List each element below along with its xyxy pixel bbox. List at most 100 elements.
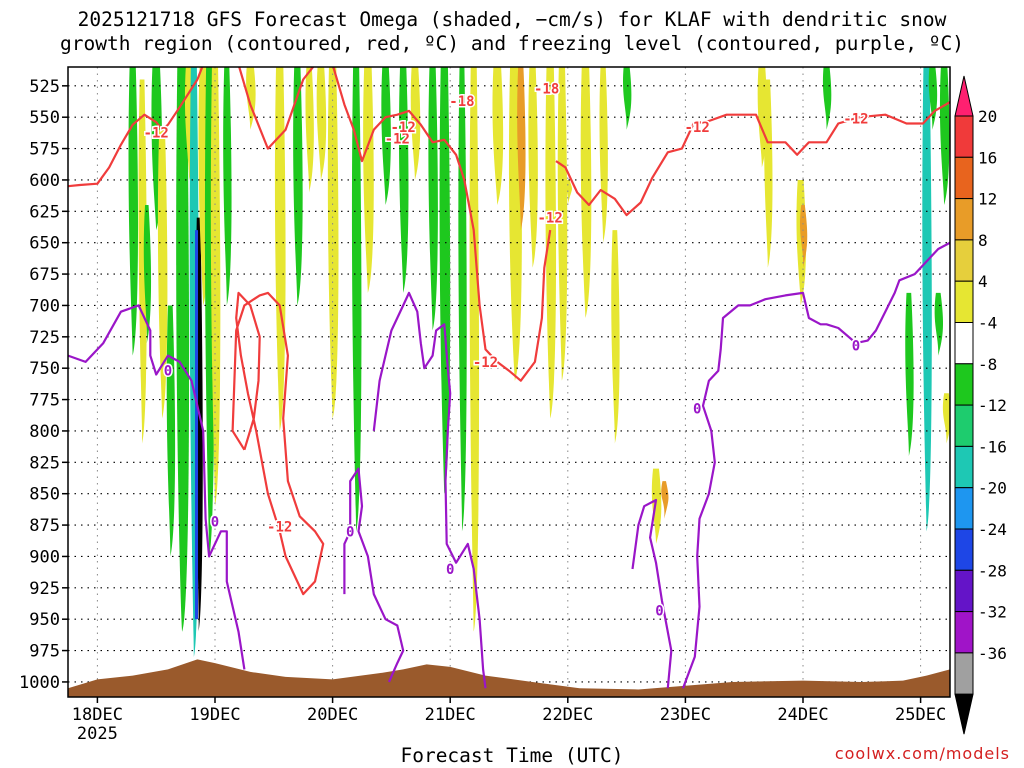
colorbar-segment-3 [954,239,974,282]
y-tick-label-8: 725 [29,328,60,348]
contour-label-3: -12 [391,120,416,136]
omega-shading-26 [439,67,451,494]
y-tick-label-6: 675 [29,265,60,285]
colorbar-label-12: -32 [978,603,1007,622]
colorbar-segment-1 [954,156,974,200]
freezing-level-contour-1 [68,304,246,670]
omega-shading-50 [517,67,526,231]
credit-link[interactable]: coolwx.com/models [834,744,1010,763]
contour-label-10: 0 [164,364,172,380]
x-tick-label-3: 21DEC [425,705,476,725]
contour-label-15: 0 [693,401,701,417]
contour-label-12: 0 [346,524,354,540]
omega-shading-13 [223,67,232,306]
omega-shading-1 [138,79,147,444]
omega-shading-16 [293,67,303,306]
colorbar-label-1: 16 [978,148,997,167]
omega-shading-38 [651,468,662,544]
contour-label-11: 0 [211,514,219,530]
omega-shading-24 [410,67,421,180]
colorbar-segment-6 [954,363,974,406]
y-tick-label-4: 625 [29,202,60,222]
omega-shading-strong-ascent [195,230,199,620]
x-tick-label-4: 22DEC [542,705,593,725]
colorbar-top-triangle [954,75,974,117]
y-tick-label-15: 900 [29,547,60,567]
y-tick-label-7: 700 [29,296,60,316]
colorbar-segment-5 [954,322,974,365]
colorbar-label-13: -36 [978,644,1007,663]
omega-shading-4 [157,129,168,419]
dgz-contour-upper [68,67,315,188]
omega-shading-21 [363,67,374,293]
chart-title-line1: 2025121718 GFS Forecast Omega (shaded, −… [77,8,947,31]
omega-shading-34 [580,67,592,318]
omega-shading-42 [822,67,832,130]
freezing-level-contour-2 [343,467,405,683]
x-tick-label-1: 19DEC [189,705,240,725]
omega-shading-5 [166,305,176,557]
contour-label-6: -12 [538,211,563,227]
x-tick-label-2: 20DEC [307,705,358,725]
x-tick-label-7: 25DEC [895,705,946,725]
omega-shading-20 [351,67,362,532]
omega-shading-52 [799,205,808,268]
omega-shading-48 [942,393,950,444]
colorbar-label-11: -28 [978,561,1007,580]
omega-shading-32 [545,67,557,419]
dgz-contour-low [231,291,325,596]
x-axis-label: Forecast Time (UTC) [400,744,624,767]
colorbar-segment-11 [954,569,974,613]
contour-label-13: 0 [446,562,454,578]
x-tick-label-0: 18DEC [72,705,123,725]
omega-shading-36 [623,67,632,130]
omega-shading-22 [381,67,391,206]
omega-shading-23 [399,67,409,293]
dgz-contour-mid [332,67,552,382]
terrain-surface [68,659,950,697]
y-tick-label-5: 650 [29,234,60,254]
contour-label-8: -12 [685,120,710,136]
colorbar-label-4: 4 [978,272,988,291]
omega-shading-45 [928,67,938,130]
y-tick-label-16: 925 [29,579,60,599]
omega-shading-17 [305,67,314,193]
contour-label-16: 0 [852,339,860,355]
omega-shading-44 [922,67,932,532]
omega-shading-28 [469,67,480,632]
omega-shading-33 [557,67,568,381]
y-tick-label-2: 575 [29,140,60,160]
colorbar-segment-12 [954,611,974,654]
contour-label-0: -12 [144,125,169,141]
y-tick-label-17: 950 [29,610,60,630]
colorbar-segment-10 [954,528,974,571]
x-tick-label-6: 24DEC [777,705,828,725]
colorbar-segment-8 [954,445,974,489]
y-tick-label-12: 825 [29,453,60,473]
y-tick-label-0: 525 [29,77,60,97]
contour-label-5: -18 [534,81,559,97]
dgz-contour-right [555,101,950,217]
contour-label-1: -12 [267,519,292,535]
colorbar-label-2: 12 [978,190,997,209]
colorbar-segment-7 [954,404,974,447]
omega-shading-46 [934,292,944,356]
colorbar-label-6: -8 [978,355,997,374]
chart-title-line2: growth region (contoured, red, ºC) and f… [60,32,964,55]
freezing-level-contour-4 [631,498,673,689]
colorbar-label-5: -4 [978,314,997,333]
y-tick-label-9: 750 [29,359,60,379]
y-tick-label-14: 875 [29,516,60,536]
colorbar-label-0: 20 [978,107,997,126]
colorbar-segment-2 [954,198,974,241]
y-tick-label-10: 775 [29,391,60,411]
omega-shading-15 [274,67,286,431]
y-tick-label-11: 800 [29,422,60,442]
x-tick-year-label: 2025 [77,724,118,744]
omega-shading-6 [176,67,190,632]
plot-frame [67,66,951,698]
freezing-level-contour-5 [681,241,950,689]
colorbar-label-10: -24 [978,520,1007,539]
